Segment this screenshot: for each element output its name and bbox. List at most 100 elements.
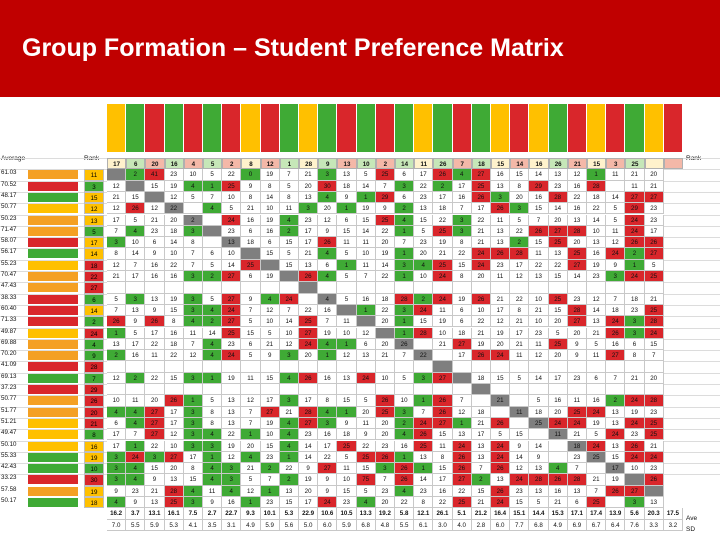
matrix-cell <box>356 282 376 294</box>
matrix-cell: 14 <box>203 327 223 339</box>
matrix-cell: 20 <box>644 372 664 384</box>
matrix-cell: 3 <box>452 225 472 238</box>
matrix-cell: 5 <box>548 327 568 339</box>
matrix-cell: 1 <box>395 225 415 238</box>
matrix-cell: 23 <box>548 180 568 192</box>
matrix-cell <box>279 271 299 283</box>
matrix-cell <box>183 384 203 396</box>
matrix-cell: 6 <box>241 271 261 283</box>
matrix-cell: 4 <box>318 191 338 204</box>
matrix-cell: 11 <box>337 463 357 475</box>
average-footer-cell: 22.9 <box>299 508 319 520</box>
matrix-cell: 8 <box>414 497 434 509</box>
student-name-block <box>28 452 78 462</box>
matrix-cell <box>260 282 280 294</box>
matrix-cell: 21 <box>107 191 127 204</box>
matrix-cell: 28 <box>548 191 568 204</box>
column-header-block <box>107 104 126 152</box>
matrix-cell: 24 <box>491 440 511 452</box>
matrix-cell: 1 <box>318 350 338 362</box>
matrix-cell <box>241 282 261 294</box>
matrix-cell: 24 <box>625 451 645 464</box>
matrix-cell: 27 <box>299 417 319 430</box>
matrix-cell: 24 <box>606 248 626 260</box>
matrix-cell: 22 <box>395 497 415 509</box>
student-name-block <box>28 328 78 338</box>
matrix-cell: 24 <box>510 474 530 486</box>
matrix-cell: 23 <box>529 327 549 339</box>
sd-footer-cell: 6.0 <box>491 519 511 531</box>
matrix-cell: 25 <box>164 497 184 509</box>
matrix-cell: 10 <box>126 237 146 249</box>
matrix-cell: 13 <box>644 497 664 509</box>
matrix-cell: 9 <box>318 225 338 238</box>
matrix-cell: 17 <box>491 304 511 317</box>
matrix-cell <box>203 361 223 373</box>
matrix-cell: 7 <box>241 417 261 430</box>
matrix-cell: 20 <box>375 316 395 328</box>
matrix-cell: 13 <box>529 271 549 283</box>
matrix-cell <box>203 384 223 396</box>
matrix-cell: 19 <box>375 248 395 260</box>
average-footer-cell: 10.5 <box>337 508 357 520</box>
matrix-cell: 26 <box>414 429 434 441</box>
matrix-cell: 13 <box>222 406 242 418</box>
matrix-cell: 26 <box>107 316 127 328</box>
matrix-cell: 7 <box>107 225 127 238</box>
header-rank-cell: 15 <box>587 158 607 170</box>
matrix-cell: 21 <box>567 429 587 441</box>
matrix-cell: 20 <box>548 214 568 226</box>
average-footer-cell: 15.1 <box>510 508 530 520</box>
rank-cell: 12 <box>84 203 104 215</box>
matrix-cell: 26 <box>145 316 165 328</box>
matrix-cell: 14 <box>587 214 607 226</box>
matrix-cell: 4 <box>126 417 146 430</box>
column-header-block <box>548 104 567 152</box>
column-header-block <box>126 104 145 152</box>
header-rank-cell: 17 <box>107 158 127 170</box>
rank-cell: 2 <box>84 316 104 328</box>
student-name-block <box>28 238 78 248</box>
matrix-cell: 19 <box>471 338 491 351</box>
matrix-cell: 23 <box>644 203 664 215</box>
matrix-cell: 10 <box>587 225 607 238</box>
column-header-block <box>203 104 222 152</box>
matrix-cell: 20 <box>414 248 434 260</box>
matrix-cell: 7 <box>375 180 395 192</box>
matrix-cell: 4 <box>279 440 299 452</box>
matrix-cell: 7 <box>260 474 280 486</box>
matrix-cell: 15 <box>510 497 530 509</box>
matrix-cell <box>414 282 434 294</box>
matrix-cell: 5 <box>337 451 357 464</box>
matrix-cell: 13 <box>491 180 511 192</box>
matrix-cell: 18 <box>433 203 453 215</box>
student-name-block <box>28 204 78 214</box>
matrix-cell <box>107 282 127 294</box>
matrix-cell <box>356 316 376 328</box>
matrix-cell: 6 <box>107 417 127 430</box>
sd-footer-cell: 5.9 <box>145 519 165 531</box>
matrix-cell: 19 <box>606 474 626 486</box>
rank-cell: 11 <box>84 169 104 181</box>
table-row: 69.13 <box>0 373 80 384</box>
matrix-cell: 8 <box>164 316 184 328</box>
matrix-cell: 16 <box>548 485 568 497</box>
matrix-cell: 6 <box>337 214 357 226</box>
matrix-cell: 4 <box>279 429 299 441</box>
matrix-cell: 24 <box>471 259 491 271</box>
matrix-cell: 22 <box>414 350 434 362</box>
matrix-cell: 17 <box>548 372 568 384</box>
average-value: 69.13 <box>1 372 17 380</box>
matrix-cell <box>433 361 453 373</box>
matrix-cell: 4 <box>318 338 338 351</box>
matrix-cell: 15 <box>606 451 626 464</box>
matrix-cell: 5 <box>241 316 261 328</box>
student-name-block <box>28 362 78 372</box>
matrix-cell: 17 <box>433 191 453 204</box>
matrix-cell: 24 <box>644 327 664 339</box>
matrix-cell: 12 <box>107 180 127 192</box>
matrix-cell: 19 <box>318 327 338 339</box>
matrix-cell: 4 <box>183 485 203 497</box>
rank-cell: 29 <box>84 384 104 396</box>
column-header-block <box>452 104 471 152</box>
